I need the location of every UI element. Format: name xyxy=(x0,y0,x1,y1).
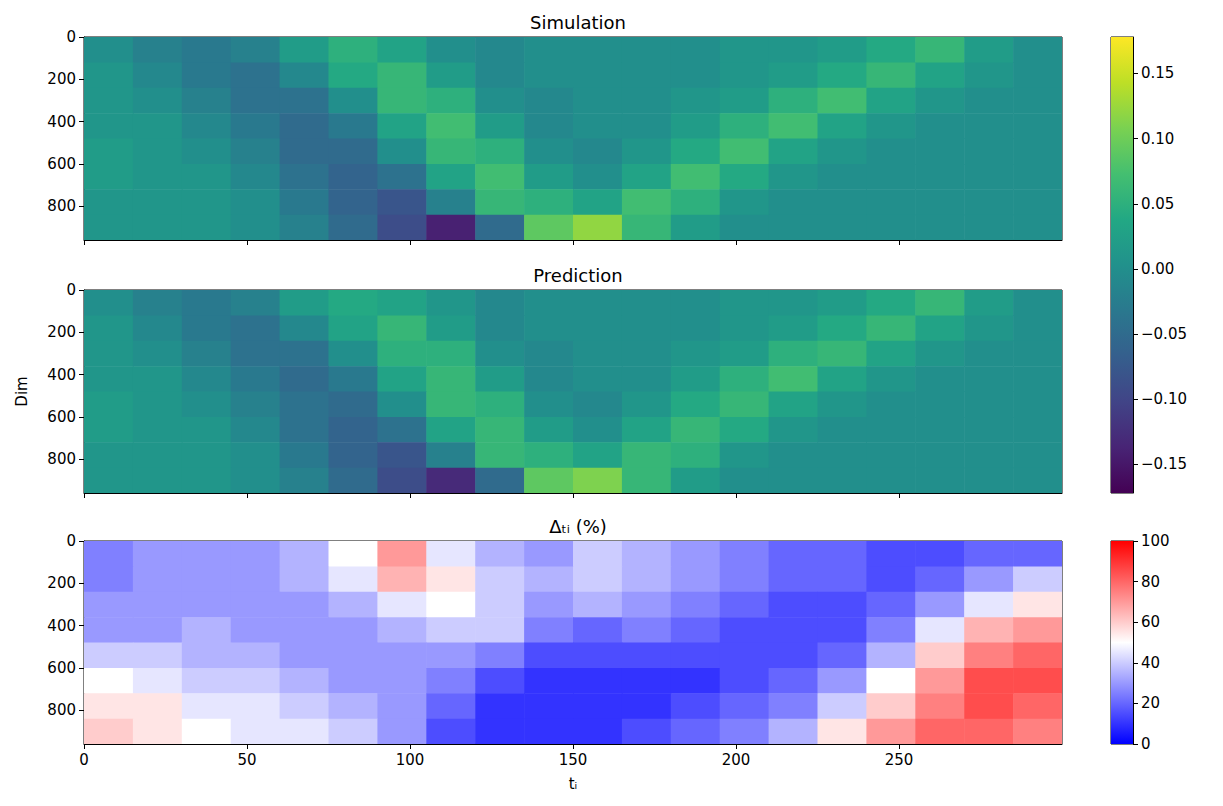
svg-text:400: 400 xyxy=(47,617,76,635)
svg-text:100: 100 xyxy=(396,751,425,769)
svg-text:200: 200 xyxy=(722,751,751,769)
svg-text:Dim: Dim xyxy=(13,376,31,406)
svg-text:0.00: 0.00 xyxy=(1141,260,1174,278)
svg-text:0: 0 xyxy=(66,281,76,299)
svg-text:150: 150 xyxy=(559,751,588,769)
svg-text:20: 20 xyxy=(1141,694,1160,712)
svg-text:600: 600 xyxy=(47,659,76,677)
svg-text:Prediction: Prediction xyxy=(533,265,622,286)
svg-text:tᵢ: tᵢ xyxy=(569,775,578,793)
svg-text:200: 200 xyxy=(47,574,76,592)
svg-text:800: 800 xyxy=(47,450,76,468)
svg-text:0: 0 xyxy=(66,532,76,550)
svg-text:0: 0 xyxy=(1141,735,1151,753)
svg-text:800: 800 xyxy=(47,701,76,719)
svg-text:0.05: 0.05 xyxy=(1141,195,1174,213)
svg-text:0: 0 xyxy=(79,751,89,769)
svg-text:800: 800 xyxy=(47,197,76,215)
svg-text:−0.15: −0.15 xyxy=(1141,455,1187,473)
svg-text:400: 400 xyxy=(47,113,76,131)
svg-text:40: 40 xyxy=(1141,654,1160,672)
svg-text:0: 0 xyxy=(66,28,76,46)
svg-text:400: 400 xyxy=(47,366,76,384)
svg-text:Δₜᵢ (%): Δₜᵢ (%) xyxy=(549,516,607,537)
svg-text:250: 250 xyxy=(885,751,914,769)
svg-text:600: 600 xyxy=(47,408,76,426)
svg-text:0.15: 0.15 xyxy=(1141,64,1174,82)
svg-text:0.10: 0.10 xyxy=(1141,130,1174,148)
svg-text:80: 80 xyxy=(1141,573,1160,591)
svg-text:50: 50 xyxy=(237,751,256,769)
svg-text:−0.10: −0.10 xyxy=(1141,390,1187,408)
svg-text:200: 200 xyxy=(47,70,76,88)
svg-text:600: 600 xyxy=(47,155,76,173)
svg-text:60: 60 xyxy=(1141,613,1160,631)
svg-text:100: 100 xyxy=(1141,532,1170,550)
svg-text:200: 200 xyxy=(47,323,76,341)
svg-text:Simulation: Simulation xyxy=(530,12,626,33)
svg-text:−0.05: −0.05 xyxy=(1141,325,1187,343)
